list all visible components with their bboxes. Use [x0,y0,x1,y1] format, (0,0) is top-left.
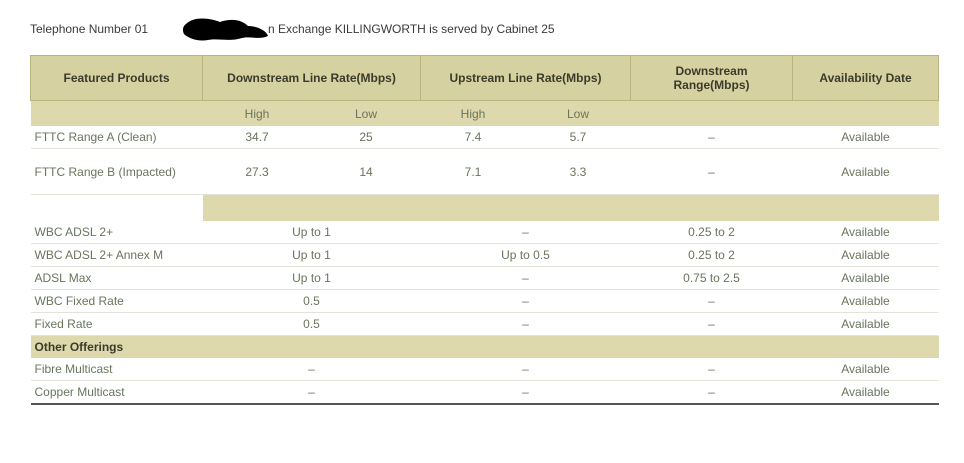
table-cell: 0.5 [202,289,421,313]
table-cell [30,100,203,126]
table-cell: – [420,312,631,336]
table-cell: WBC Fixed Rate [30,289,203,313]
table-cell: Copper Multicast [30,380,203,405]
table-cell: – [420,289,631,313]
table-cell: – [202,358,421,381]
column-header: Availability Date [792,55,939,101]
table-row [30,194,939,221]
table-cell: Available [792,148,939,195]
table-cell: Up to 1 [202,266,421,290]
table-cell: Available [792,312,939,336]
table-cell: Available [792,126,939,149]
column-header: Upstream Line Rate(Mbps) [420,55,631,101]
table-row: WBC ADSL 2+ Annex M Up to 1 Up to 0.5 0.25 … [30,243,939,267]
table-cell: – [420,266,631,290]
table-cell: – [630,289,793,313]
table-cell: FTTC Range A (Clean) [30,126,203,149]
table-cell: Available [792,266,939,290]
table-row: Other Offerings [30,335,939,358]
header-text: Telephone Number 01 [30,22,149,36]
table-cell: – [630,380,793,405]
table-cell: – [630,312,793,336]
table-cell: Fibre Multicast [30,358,203,381]
table-row: WBC ADSL 2+ Up to 1–0.25 to 2 Available [30,221,939,244]
table-cell: – [420,221,631,244]
table-cell: 7.1 [420,148,526,195]
products-table: Featured Products Downstream Line Rate(Mb… [30,55,939,405]
table-cell: – [420,358,631,381]
table-cell: WBC ADSL 2+ Annex M [30,243,203,267]
column-header: Downstream Line Rate(Mbps) [202,55,421,101]
subcolumn-header: Low [311,100,421,126]
table-cell: 7.4 [420,126,526,149]
table-cell [202,194,939,221]
table-cell: Up to 0.5 [420,243,631,267]
table-cell [30,194,203,221]
table-row: Fibre Multicast – – – Available [30,358,939,381]
table-cell: 27.3 [202,148,312,195]
table-cell: – [630,358,793,381]
table-cell: 14 [311,148,421,195]
table-cell: Fixed Rate [30,312,203,336]
table-cell: Available [792,243,939,267]
table-cell: – [420,380,631,405]
subcolumn-header: Low [525,100,631,126]
table-cell: 0.75 to 2.5 [630,266,793,290]
table-row: Featured Products Downstream Line Rate(Mb… [30,55,939,101]
table-cell: 5.7 [525,126,631,149]
column-header: Downstream Range(Mbps) [630,55,793,101]
table-cell: 0.25 to 2 [630,243,793,267]
table-row: FTTC Range A (Clean) 34.7 25 7.4 5.7– Availab… [30,126,939,149]
table-cell [792,100,939,126]
table-cell: 25 [311,126,421,149]
table-cell: – [202,380,421,405]
header-text: n Exchange KILLINGWORTH is served by Cab… [268,22,555,36]
table-cell: Available [792,380,939,405]
column-header: Featured Products [30,55,203,101]
table-cell: Available [792,221,939,244]
redaction [182,18,268,41]
table-row: ADSL Max Up to 1–0.75 to 2.5 Available [30,266,939,290]
table-cell: – [630,126,793,149]
table-cell: – [630,148,793,195]
table-cell: Available [792,289,939,313]
subcolumn-header: High [202,100,312,126]
table-cell: Available [792,358,939,381]
table-cell: 0.25 to 2 [630,221,793,244]
table-cell: Up to 1 [202,221,421,244]
table-cell [202,335,939,358]
section-label: Other Offerings [30,335,203,358]
table-cell: ADSL Max [30,266,203,290]
table-cell [630,100,793,126]
table-row: WBC Fixed Rate 0.5– – Available [30,289,939,313]
table-row: Copper Multicast – – – Available [30,380,939,405]
table-cell: FTTC Range B (Impacted) [30,148,203,195]
table-cell: 0.5 [202,312,421,336]
table-row: High Low High Low [30,100,939,126]
table-row: FTTC Range B (Impacted) 27.3 14 7.1 3.3– Avai… [30,148,939,195]
table-row: Fixed Rate 0.5– – Available [30,312,939,336]
table-cell: 3.3 [525,148,631,195]
subcolumn-header: High [420,100,526,126]
table-cell: WBC ADSL 2+ [30,221,203,244]
table-cell: 34.7 [202,126,312,149]
table-cell: Up to 1 [202,243,421,267]
